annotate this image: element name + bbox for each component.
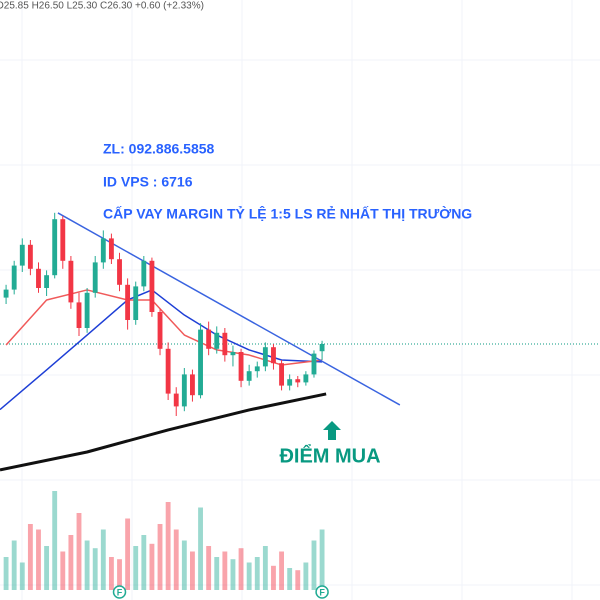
volume-bar [149,543,155,590]
volume-bar [173,529,179,590]
candles [3,212,325,416]
candle-body [230,352,236,356]
signal-arrow [323,421,341,440]
candle-body [311,353,317,375]
candle-body [198,329,203,396]
event-marker [112,585,127,599]
volume-bar [246,562,252,590]
volume-bar [108,557,114,590]
candle-body [141,260,147,287]
candle-body [84,292,90,328]
annotation: ID VPS : 6716 [103,174,193,190]
annotation: CẤP VAY MARGIN TỶ LỆ 1:5 LS RẺ NHẤT THỊ … [103,205,472,222]
candle-body [246,371,252,381]
volume-bar [125,518,131,590]
candle-body [295,379,301,383]
volume-bar [141,535,147,590]
indicator-line [0,392,327,472]
volume-bar [181,540,187,590]
candle-body [206,329,212,349]
candle-body [279,363,284,386]
candle-body [44,275,50,288]
candle-body [125,284,131,320]
volume-bar [19,562,25,590]
ohlc-header: O25.85 H26.50 L25.30 C26.30 +0.60 (+2.33… [0,1,204,12]
event-marker-label: F [319,587,325,597]
volume-bar [117,559,122,590]
candle-body [36,268,41,288]
candle-body [68,260,74,303]
volume-bar [230,559,236,590]
volume-bar [271,565,276,590]
volume-bar [100,529,106,590]
volume-bar [198,507,203,590]
candle-body [157,312,163,349]
candle-body [60,219,66,261]
event-marker-label: F [117,587,123,597]
volume-bar [311,540,317,590]
volume-bar [206,546,212,590]
volume-bar [36,529,41,590]
annotation: ZL: 092.886.5858 [103,141,215,157]
candle-body [271,347,276,364]
candle-body [222,332,228,356]
candle-body [117,259,122,285]
candle-body [165,348,171,394]
volume-bar [287,568,293,590]
candle-body [287,379,293,386]
candle-body [100,238,106,263]
volume-bar [11,540,17,590]
event-marker [315,585,329,599]
volume-bar [52,491,58,590]
volume-bar [238,548,244,590]
candle-body [19,244,25,266]
candle-body [190,374,195,396]
signal-label: ĐIỂM MUA [279,444,380,467]
indicator-line [57,212,401,406]
volume-bar [157,524,163,590]
volume-bar [76,513,82,590]
candle-body [262,347,268,367]
volume-bar [68,535,74,590]
candle-body [11,265,17,290]
indicator-lines [0,212,600,472]
volume-bar [92,548,98,590]
candle-body [3,289,9,298]
candle-body [214,332,220,349]
candle-body [149,260,155,312]
volume-bar [165,502,171,590]
volume-bar [60,551,66,590]
candle-body [319,344,325,352]
candle-body [173,393,179,407]
volume-bar [319,529,325,590]
candle-body [254,366,260,372]
volume-bar [214,557,220,590]
volume-bar [190,551,195,590]
candle-body [92,262,98,293]
volume-bar [84,540,90,590]
volume-bar [303,562,309,590]
volume-bar [295,570,301,590]
volume-bar [279,551,284,590]
candle-body [108,238,114,260]
volume-bar [254,557,260,590]
candle-body [133,286,139,320]
candle-body [52,219,58,276]
candle-body [27,244,33,269]
volume-bar [44,546,50,590]
candle-body [181,374,187,407]
volume-pane [3,491,325,590]
candle-body [76,302,82,328]
volume-bar [133,546,139,590]
volume-bar [3,557,9,590]
candle-body [238,352,244,381]
candle-body [303,374,309,383]
volume-bar [262,546,268,590]
volume-bar [222,551,228,590]
volume-bar [27,524,33,590]
